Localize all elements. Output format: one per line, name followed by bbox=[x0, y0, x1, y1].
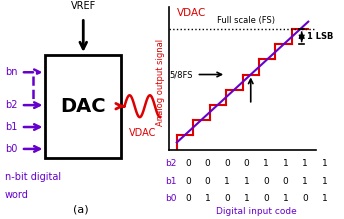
Text: b1: b1 bbox=[165, 177, 176, 185]
Text: 0: 0 bbox=[224, 159, 230, 168]
Text: Full scale (FS): Full scale (FS) bbox=[217, 16, 275, 25]
Text: VREF: VREF bbox=[71, 1, 96, 11]
Text: 1: 1 bbox=[205, 194, 211, 203]
Text: 1: 1 bbox=[283, 194, 288, 203]
Text: 1: 1 bbox=[322, 194, 327, 203]
Bar bbox=[45, 55, 121, 158]
Text: 0: 0 bbox=[283, 177, 288, 185]
Text: 1 LSB: 1 LSB bbox=[307, 32, 333, 41]
Text: 0: 0 bbox=[263, 177, 269, 185]
Text: 1: 1 bbox=[224, 177, 230, 185]
Text: 0: 0 bbox=[185, 177, 191, 185]
Text: 1: 1 bbox=[283, 159, 288, 168]
Text: 0: 0 bbox=[302, 194, 308, 203]
Text: VDAC: VDAC bbox=[177, 8, 206, 18]
Text: b0: b0 bbox=[165, 194, 176, 203]
Text: 1: 1 bbox=[322, 177, 327, 185]
Text: b0: b0 bbox=[6, 144, 18, 154]
Text: 0: 0 bbox=[244, 159, 249, 168]
Text: word: word bbox=[5, 190, 29, 200]
Text: 0: 0 bbox=[185, 194, 191, 203]
Text: 1: 1 bbox=[302, 177, 308, 185]
Text: 1: 1 bbox=[322, 159, 327, 168]
Text: b2: b2 bbox=[5, 100, 18, 110]
Text: (a): (a) bbox=[73, 205, 89, 215]
Text: 0: 0 bbox=[205, 159, 211, 168]
Text: 0: 0 bbox=[263, 194, 269, 203]
Text: bn: bn bbox=[5, 67, 18, 77]
Text: Analog output signal: Analog output signal bbox=[156, 39, 165, 126]
Text: b2: b2 bbox=[165, 159, 176, 168]
Text: Digital input code: Digital input code bbox=[216, 207, 297, 215]
Text: b1: b1 bbox=[6, 122, 18, 132]
Text: 1: 1 bbox=[244, 177, 249, 185]
Text: 1: 1 bbox=[263, 159, 269, 168]
Text: DAC: DAC bbox=[61, 97, 106, 116]
Text: n-bit digital: n-bit digital bbox=[5, 172, 61, 182]
Text: 5/8FS: 5/8FS bbox=[170, 70, 193, 79]
Text: 1: 1 bbox=[302, 159, 308, 168]
Text: 0: 0 bbox=[185, 159, 191, 168]
Text: 1: 1 bbox=[244, 194, 249, 203]
Text: VDAC: VDAC bbox=[129, 128, 156, 138]
Text: 0: 0 bbox=[205, 177, 211, 185]
Text: 0: 0 bbox=[224, 194, 230, 203]
